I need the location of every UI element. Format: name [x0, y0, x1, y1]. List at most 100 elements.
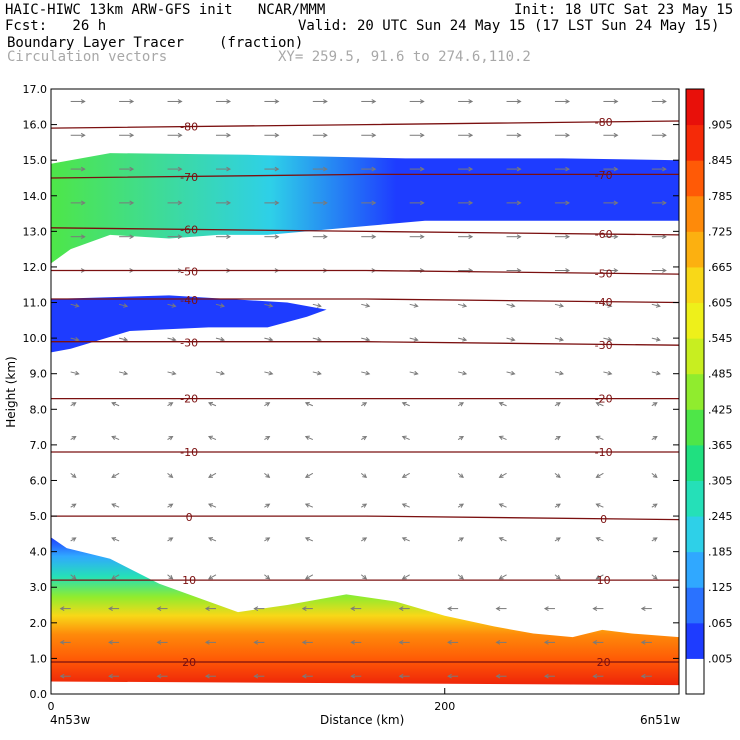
contour-label: -10	[595, 446, 613, 459]
contour-label: 10	[182, 574, 196, 587]
colorbar-swatch	[686, 231, 704, 268]
circulation-vector-head	[401, 503, 407, 508]
circulation-vector	[499, 472, 507, 478]
y-tick-label: 3.0	[30, 581, 48, 594]
circulation-vector-head	[177, 166, 183, 172]
circulation-vector-head	[652, 473, 658, 479]
circulation-vector-head	[274, 99, 280, 104]
contour-label: 10	[597, 574, 611, 587]
circulation-vector	[651, 371, 660, 375]
circulation-vector-head	[419, 166, 425, 172]
circulation-vector-head	[265, 574, 271, 580]
circulation-vector-head	[595, 537, 601, 542]
circulation-vector-head	[156, 640, 162, 645]
contour-label: -60	[180, 223, 198, 236]
circulation-vector-head	[555, 574, 561, 580]
circulation-vector-head	[652, 537, 658, 542]
circulation-vector	[312, 303, 321, 307]
colorbar-swatch	[686, 160, 704, 197]
mid-level-tracer-layer	[51, 295, 327, 353]
circulation-vector-head	[447, 640, 452, 645]
circulation-vector-head	[495, 673, 501, 679]
circulation-vector-head	[208, 435, 214, 440]
circulation-vector	[305, 503, 314, 508]
temperature-contour	[51, 269, 679, 275]
circulation-vector-head	[265, 473, 271, 479]
circulation-vector-head	[558, 337, 564, 342]
circulation-vector-head	[168, 574, 174, 580]
circulation-vector-head	[592, 640, 598, 645]
circulation-vector-head	[371, 234, 377, 240]
circulation-vector-head	[323, 132, 328, 138]
colorbar-label: .365	[708, 439, 733, 452]
circulation-vector-head	[111, 575, 117, 580]
circulation-vector-head	[323, 234, 328, 240]
circulation-vector	[603, 371, 612, 375]
circulation-vector-head	[80, 200, 86, 206]
circulation-vector	[506, 371, 515, 375]
circulation-vector-head	[510, 303, 516, 308]
circulation-vector	[651, 574, 658, 580]
circulation-vector-head	[498, 473, 504, 478]
circulation-vector-head	[111, 503, 117, 508]
temperature-contour	[51, 298, 679, 304]
circulation-vector-head	[401, 435, 407, 440]
circulation-vector-head	[468, 132, 474, 138]
colorbar-label: .665	[708, 261, 733, 274]
temperature-contour	[51, 120, 679, 129]
circulation-vector	[603, 337, 612, 341]
circulation-vector-head	[495, 606, 501, 611]
circulation-vector	[596, 472, 604, 478]
circulation-vector	[305, 574, 314, 580]
circulation-vector-head	[204, 640, 210, 645]
circulation-vector	[264, 574, 270, 580]
circulation-vector-head	[80, 166, 86, 172]
circulation-vector	[264, 337, 273, 341]
colorbar-frame	[685, 88, 705, 695]
circulation-vector-head	[459, 574, 464, 580]
circulation-vector-head	[655, 303, 661, 308]
circulation-vector	[111, 574, 120, 580]
contour-label: -70	[595, 169, 613, 182]
circulation-vector-head	[350, 673, 356, 679]
circulation-vector-head	[129, 200, 135, 206]
circulation-vector	[264, 371, 273, 375]
circulation-vector-head	[398, 673, 404, 679]
circulation-vector-head	[555, 503, 561, 508]
temperature-contour	[51, 515, 679, 521]
circulation-vector-head	[362, 436, 368, 441]
y-tick-label: 14.0	[23, 190, 48, 203]
circulation-vector	[457, 472, 464, 478]
circulation-vector-head	[80, 99, 86, 104]
circulation-vector-head	[219, 303, 225, 308]
y-tick-label: 9.0	[30, 368, 48, 381]
circulation-vector-head	[365, 337, 371, 342]
circulation-vector	[402, 402, 410, 407]
circulation-vector-head	[226, 166, 232, 172]
circulation-vector-head	[323, 200, 328, 206]
circulation-vector	[457, 371, 467, 375]
circulation-vector-head	[613, 200, 619, 206]
colorbar-label: .545	[708, 332, 733, 345]
circulation-vector	[118, 303, 128, 307]
circulation-vector-head	[362, 473, 368, 479]
y-tick-label: 1.0	[30, 652, 48, 665]
circulation-vector-head	[652, 574, 658, 580]
circulation-vector-head	[74, 370, 80, 376]
circulation-vector-head	[177, 132, 183, 138]
circulation-vector-head	[462, 370, 468, 376]
colorbar-swatch	[686, 409, 704, 446]
circulation-vector-head	[652, 402, 658, 407]
circulation-vector-head	[662, 166, 667, 172]
circulation-vector-head	[111, 435, 117, 440]
colorbar-swatch	[686, 124, 704, 161]
circulation-vector	[305, 436, 314, 441]
circulation-vector-head	[301, 640, 307, 645]
circulation-vector	[596, 537, 604, 542]
circulation-vector-head	[565, 268, 571, 273]
circulation-vector-head	[613, 234, 619, 240]
circulation-vector-head	[652, 503, 658, 508]
circulation-vector-head	[462, 337, 468, 342]
contour-label: -80	[180, 121, 198, 134]
